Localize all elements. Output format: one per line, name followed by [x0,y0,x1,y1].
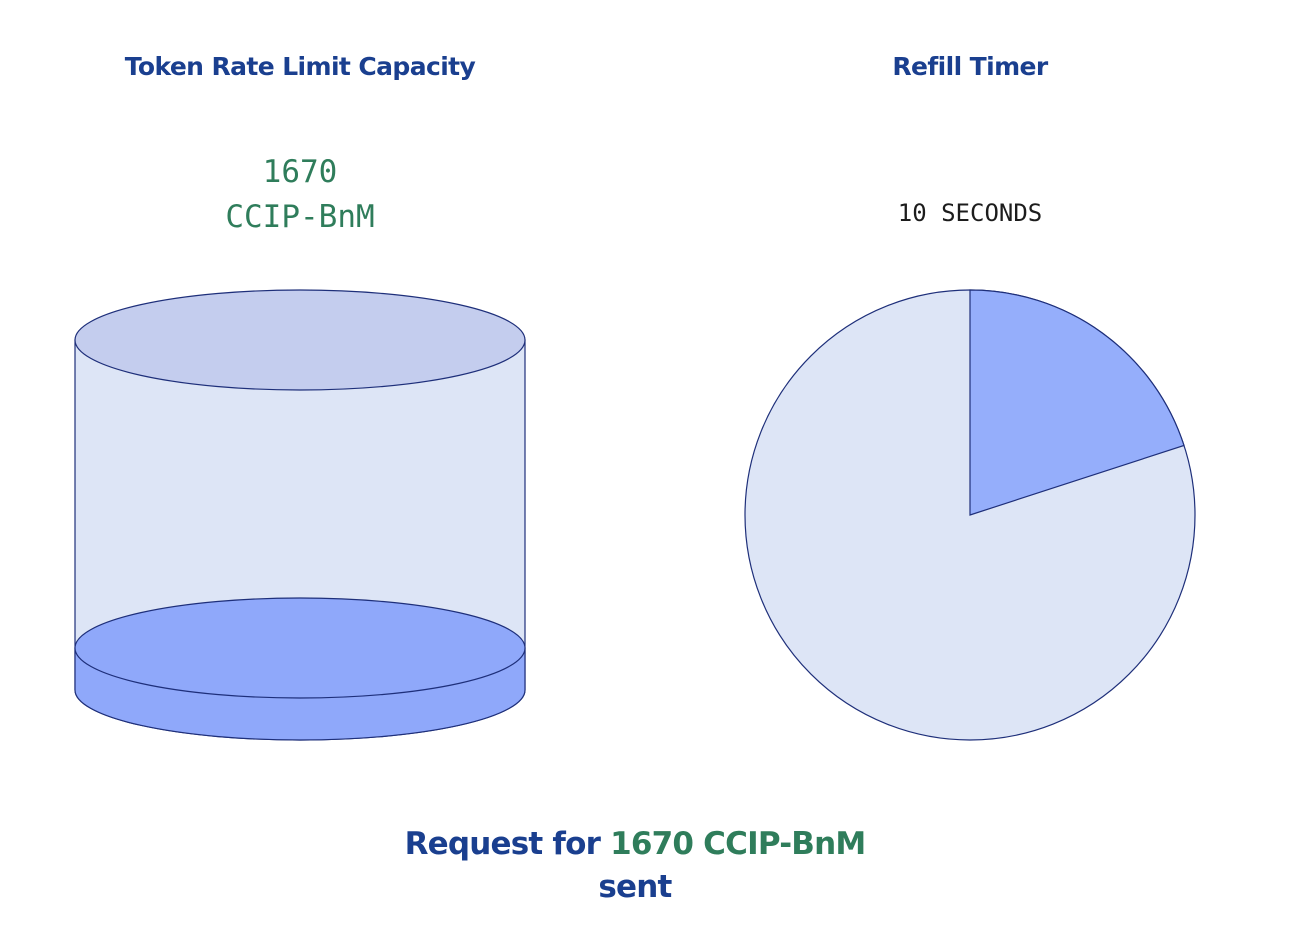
bucket-fill-surface [74,597,526,699]
request-status-amount: 1670 CCIP-BnM [610,826,866,862]
capacity-amount: 1670 [262,154,338,190]
refill-timer-elapsed-slice [969,289,1185,516]
request-status-sent: sent [598,869,672,905]
refill-timer-label: 10 SECONDS [897,199,1043,227]
refill-timer-pie [744,289,1196,741]
refill-timer-title: Refill Timer [892,52,1048,81]
capacity-title: Token Rate Limit Capacity [124,52,476,81]
request-status-line: Request for 1670 CCIP-BnM [320,826,950,862]
bucket-top-rim [74,289,526,391]
token-bucket-cylinder [74,289,526,741]
request-status-prefix: Request for [404,826,611,862]
capacity-unit: CCIP-BnM [225,199,375,235]
